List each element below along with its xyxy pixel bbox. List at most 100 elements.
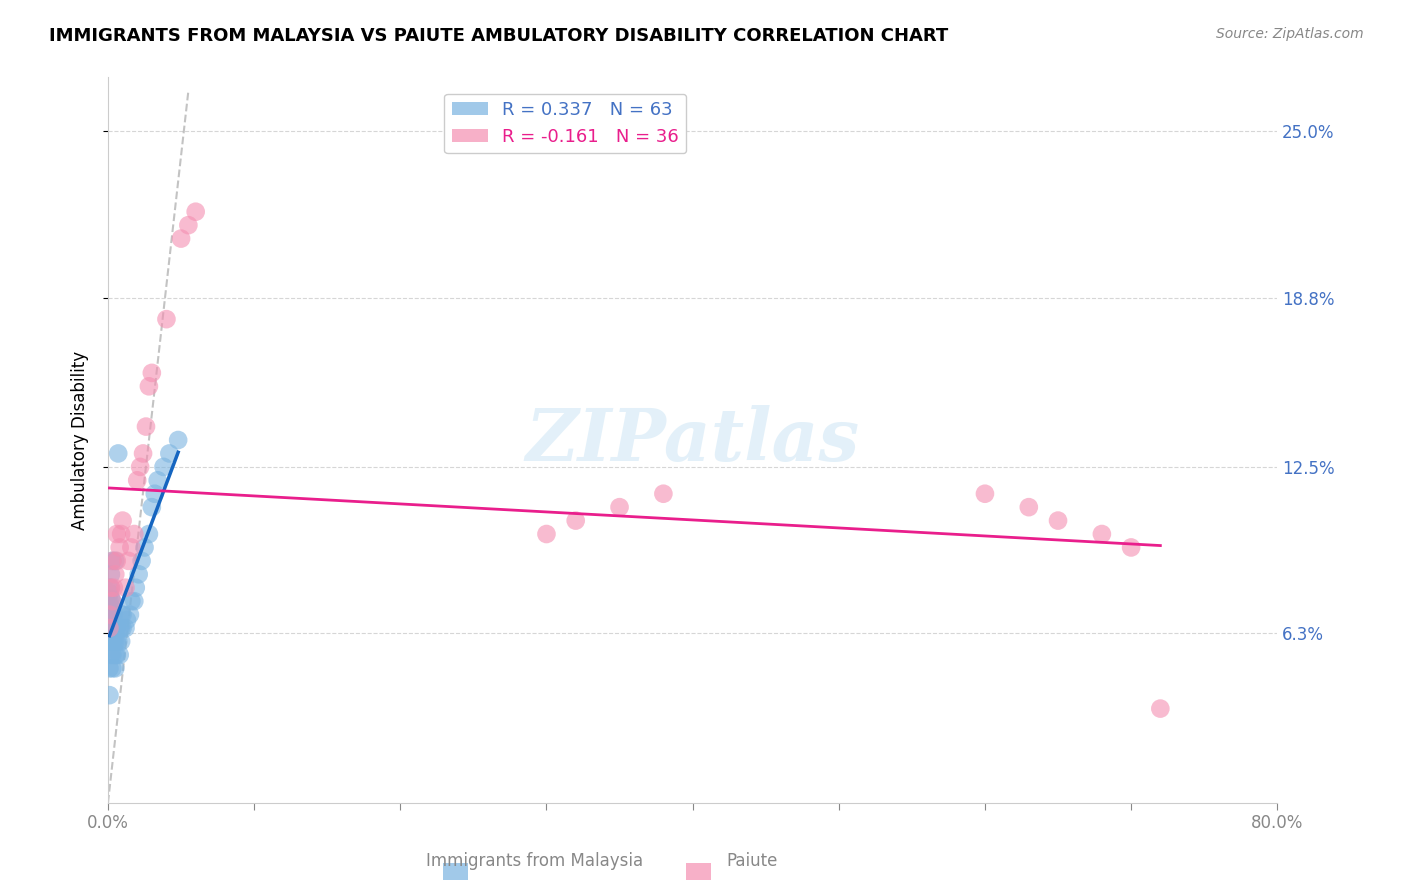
Y-axis label: Ambulatory Disability: Ambulatory Disability xyxy=(72,351,89,530)
Point xyxy=(100,599,122,614)
Point xyxy=(100,634,122,648)
Point xyxy=(100,613,122,627)
Point xyxy=(98,621,121,635)
Point xyxy=(124,594,146,608)
Point xyxy=(100,648,122,662)
Point xyxy=(108,648,131,662)
Point xyxy=(118,607,141,622)
Point xyxy=(110,607,132,622)
Point xyxy=(98,581,121,595)
Point xyxy=(101,634,124,648)
Point xyxy=(129,459,152,474)
Point xyxy=(564,514,586,528)
Point xyxy=(152,459,174,474)
Point xyxy=(101,648,124,662)
Point xyxy=(120,594,142,608)
Point xyxy=(105,554,128,568)
Point xyxy=(108,541,131,555)
Point xyxy=(105,527,128,541)
Point xyxy=(114,621,136,635)
Point xyxy=(167,433,190,447)
Point xyxy=(105,621,128,635)
Point xyxy=(157,446,180,460)
Point xyxy=(1047,514,1070,528)
Point xyxy=(98,594,121,608)
Point xyxy=(110,634,132,648)
Point xyxy=(103,621,125,635)
Point xyxy=(135,419,157,434)
Point xyxy=(98,586,121,600)
Point xyxy=(101,621,124,635)
Point xyxy=(536,527,558,541)
Point xyxy=(101,594,124,608)
Point xyxy=(108,621,131,635)
Point xyxy=(103,634,125,648)
Point xyxy=(110,621,132,635)
Point xyxy=(155,312,177,326)
Point xyxy=(98,602,121,616)
Point xyxy=(100,607,122,622)
Point xyxy=(111,514,134,528)
Point xyxy=(104,554,127,568)
Point xyxy=(101,554,124,568)
Point xyxy=(100,581,122,595)
Point xyxy=(138,379,160,393)
Point xyxy=(98,607,121,622)
Point xyxy=(105,648,128,662)
Point xyxy=(101,594,124,608)
Point xyxy=(98,688,121,702)
Point xyxy=(138,527,160,541)
Text: ZIPatlas: ZIPatlas xyxy=(526,404,859,475)
Point xyxy=(1091,527,1114,541)
Point xyxy=(98,607,121,622)
Point xyxy=(100,621,122,635)
Legend: R = 0.337   N = 63, R = -0.161   N = 36: R = 0.337 N = 63, R = -0.161 N = 36 xyxy=(444,94,686,153)
Point xyxy=(100,567,122,582)
Point xyxy=(127,473,149,487)
Point xyxy=(104,634,127,648)
Point xyxy=(111,607,134,622)
Text: Source: ZipAtlas.com: Source: ZipAtlas.com xyxy=(1216,27,1364,41)
Point xyxy=(143,487,166,501)
Point xyxy=(107,446,129,460)
Point xyxy=(103,607,125,622)
Point xyxy=(105,634,128,648)
Point xyxy=(114,581,136,595)
Point xyxy=(104,661,127,675)
Point xyxy=(98,634,121,648)
Point xyxy=(141,500,163,515)
Point xyxy=(1018,500,1040,515)
Point xyxy=(177,218,200,232)
Point xyxy=(974,487,997,501)
Point xyxy=(120,541,142,555)
Text: Paiute: Paiute xyxy=(727,852,778,870)
Point xyxy=(132,446,155,460)
Point xyxy=(124,527,146,541)
Point xyxy=(101,661,124,675)
Point xyxy=(100,629,122,643)
Point xyxy=(104,567,127,582)
Point xyxy=(115,613,138,627)
Point xyxy=(134,541,156,555)
Point xyxy=(184,204,207,219)
Point xyxy=(141,366,163,380)
Text: IMMIGRANTS FROM MALAYSIA VS PAIUTE AMBULATORY DISABILITY CORRELATION CHART: IMMIGRANTS FROM MALAYSIA VS PAIUTE AMBUL… xyxy=(49,27,949,45)
Point xyxy=(100,591,122,606)
Point xyxy=(98,621,121,635)
Point xyxy=(104,621,127,635)
Point xyxy=(652,487,675,501)
Point xyxy=(107,634,129,648)
Point xyxy=(131,554,153,568)
Point xyxy=(146,473,169,487)
Point xyxy=(1149,701,1171,715)
Point xyxy=(98,661,121,675)
Point xyxy=(1119,541,1142,555)
Point xyxy=(101,554,124,568)
Text: Immigrants from Malaysia: Immigrants from Malaysia xyxy=(426,852,643,870)
Point xyxy=(110,527,132,541)
Point xyxy=(103,581,125,595)
Point xyxy=(101,607,124,622)
Point xyxy=(100,581,122,595)
Point xyxy=(111,621,134,635)
Point xyxy=(609,500,631,515)
